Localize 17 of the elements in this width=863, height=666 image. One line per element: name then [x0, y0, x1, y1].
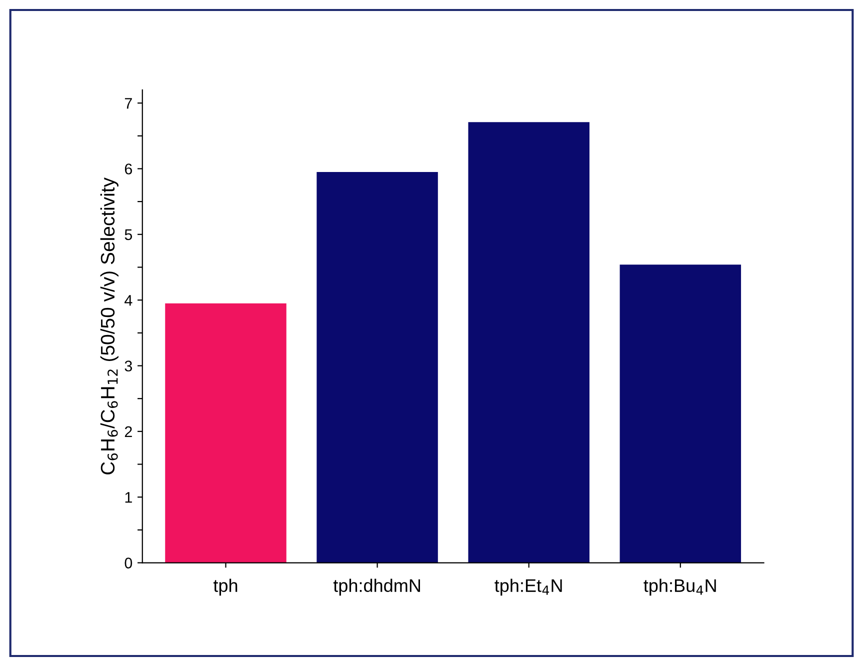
x-tick-label: tph:Et$_{4}$N	[494, 578, 562, 596]
y-tick-label: 7	[124, 98, 132, 109]
x-tick-label: tph:dhdmN	[333, 578, 420, 596]
y-tick-label: 4	[124, 295, 132, 306]
x-tick-label: tph:Bu$_{4}$N	[644, 578, 716, 596]
x-tick-label: tph	[213, 578, 238, 596]
y-tick-label: 0	[124, 558, 132, 568]
bar	[316, 172, 438, 563]
bar	[468, 122, 590, 563]
y-tick-label: 1	[125, 492, 132, 503]
y-tick-label: 2	[124, 426, 132, 437]
text: C$_{6}$H$_{6}$/C$_{6}$H$_{12}$ (50/50 v/v) Selectivity	[100, 177, 118, 474]
y-tick-label: 5	[124, 229, 132, 240]
bar	[620, 264, 742, 563]
y-tick-label: 6	[124, 164, 132, 174]
bar	[165, 303, 286, 563]
y-tick-label: 3	[124, 360, 132, 372]
